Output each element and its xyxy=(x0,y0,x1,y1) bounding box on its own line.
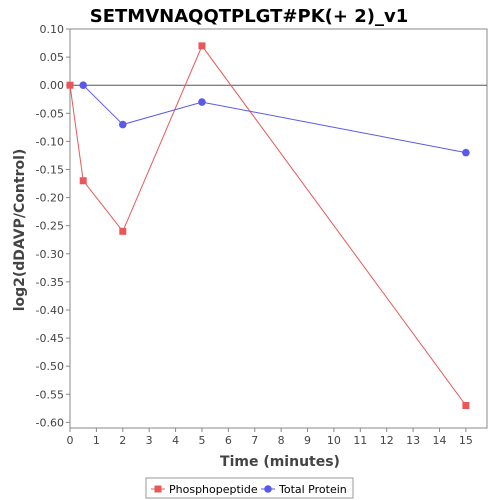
series-1 xyxy=(66,42,470,410)
x-tick-label: 15 xyxy=(459,434,473,447)
x-tick-label: 1 xyxy=(93,434,100,447)
y-tick-label: -0.55 xyxy=(36,388,64,401)
legend: Phosphopeptide Total Protein xyxy=(145,477,354,499)
x-tick-label: 10 xyxy=(327,434,341,447)
x-tick-label: 9 xyxy=(304,434,311,447)
y-tick-label: -0.25 xyxy=(36,220,64,233)
y-tick-label: -0.45 xyxy=(36,332,64,345)
data-point xyxy=(66,81,74,89)
y-tick-label: 0.00 xyxy=(40,79,65,92)
data-point xyxy=(118,120,127,129)
data-point xyxy=(119,227,127,235)
y-tick-label: 0.05 xyxy=(40,51,65,64)
legend-label: Phosphopeptide xyxy=(169,483,258,496)
data-point xyxy=(198,98,206,106)
chart-title: SETMVNAQQTPLGT#PK(+ 2)_v1 xyxy=(90,6,408,27)
plot-area xyxy=(69,28,488,429)
y-tick-label: -0.20 xyxy=(36,192,64,205)
legend-marker xyxy=(264,485,272,493)
y-axis: 0.10 0.05 0.00 -0.05 -0.10 -0.15 -0.20 -0.25 -0.… xyxy=(36,23,70,429)
y-tick-label: -0.15 xyxy=(36,163,64,176)
x-tick-label: 13 xyxy=(406,434,420,447)
data-point xyxy=(462,402,470,410)
y-tick-label: -0.50 xyxy=(36,360,64,373)
x-tick-label: 5 xyxy=(198,434,205,447)
x-tick-label: 8 xyxy=(278,434,285,447)
x-axis-label: Time (minutes) xyxy=(220,454,340,470)
x-tick-label: 11 xyxy=(353,434,367,447)
x-tick-label: 12 xyxy=(380,434,394,447)
data-point xyxy=(462,148,470,157)
y-axis-label: log2(dDAVP/Control) xyxy=(12,149,28,312)
y-tick-label: -0.05 xyxy=(36,107,64,120)
data-point xyxy=(79,81,87,89)
series-2 xyxy=(79,81,470,157)
x-axis: 0 1 2 3 4 5 6 7 8 9 10 11 12 13 14 15 xyxy=(67,428,473,447)
x-tick-label: 0 xyxy=(67,434,74,447)
x-tick-label: 3 xyxy=(146,434,153,447)
series-layer xyxy=(66,42,470,410)
y-tick-label: 0.10 xyxy=(40,23,65,36)
x-tick-label: 4 xyxy=(172,434,179,447)
y-tick-label: -0.35 xyxy=(36,276,64,289)
series-line xyxy=(82,84,466,154)
legend-label: Total Protein xyxy=(278,483,347,496)
legend-marker xyxy=(154,485,162,493)
x-tick-label: 14 xyxy=(432,434,446,447)
y-tick-label: -0.60 xyxy=(36,416,64,429)
data-point xyxy=(79,177,87,185)
y-tick-label: -0.10 xyxy=(36,135,64,148)
x-tick-label: 6 xyxy=(225,434,232,447)
y-tick-label: -0.40 xyxy=(36,304,64,317)
x-tick-label: 2 xyxy=(119,434,126,447)
y-tick-label: -0.30 xyxy=(36,248,64,261)
legend-box xyxy=(145,477,354,499)
x-tick-label: 7 xyxy=(251,434,258,447)
plot-frame xyxy=(69,28,488,429)
data-point xyxy=(198,42,206,50)
